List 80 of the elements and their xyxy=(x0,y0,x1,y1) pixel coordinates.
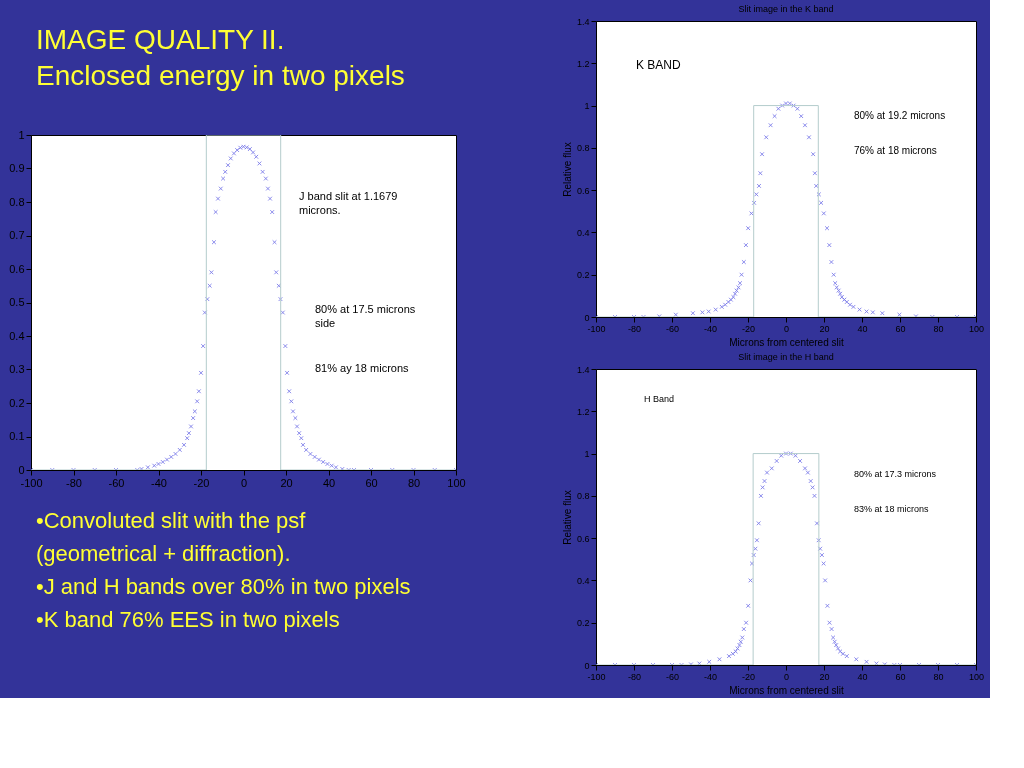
text: IMAGE QUALITY II. xyxy=(36,24,285,55)
annotation: 76% at 18 microns xyxy=(854,145,937,156)
y-tick-label: 1.2 xyxy=(576,58,590,69)
annotation: 80% at 19.2 microns xyxy=(854,110,946,121)
x-tick-label: -40 xyxy=(703,671,718,682)
x-tick-label: 20 xyxy=(819,671,830,682)
chart-title: Slit image in the K band xyxy=(738,4,834,14)
y-tick-label: 1 xyxy=(18,128,25,141)
x-tick-label: -80 xyxy=(627,323,642,334)
y-tick-label: 0.5 xyxy=(9,296,25,308)
x-tick-label: -20 xyxy=(741,671,756,682)
x-tick-label: -100 xyxy=(20,476,43,489)
x-tick-label: 80 xyxy=(407,476,421,489)
x-tick-label: 60 xyxy=(895,671,906,682)
y-tick-label: 1 xyxy=(584,101,590,112)
x-axis-title: Microns from centered slit xyxy=(729,336,844,348)
y-axis-title: Relative flux xyxy=(561,142,573,197)
x-tick-label: 40 xyxy=(322,476,336,489)
y-tick-label: 0 xyxy=(584,312,590,323)
y-tick-label: 0 xyxy=(18,463,25,476)
x-tick-label: -60 xyxy=(108,476,125,489)
x-tick-label: -80 xyxy=(627,671,642,682)
x-tick-label: -100 xyxy=(587,323,606,334)
y-tick-label: 0.3 xyxy=(9,363,25,375)
annotation: 81% ay 18 microns xyxy=(315,362,410,374)
text: •Convoluted slit with the psf (geometrical + diffraction). xyxy=(36,508,307,566)
x-tick-label: 60 xyxy=(365,476,378,489)
y-tick-label: 0.4 xyxy=(576,227,590,238)
y-tick-label: 1.2 xyxy=(576,406,590,417)
x-tick-label: 40 xyxy=(857,671,868,682)
text: •K band 76% EES in two pixels xyxy=(36,607,340,632)
x-tick-label: 0 xyxy=(240,476,248,489)
x-tick-label: 0 xyxy=(783,323,790,334)
x-tick-label: 20 xyxy=(280,476,293,489)
x-tick-label: -60 xyxy=(665,323,680,334)
y-tick-label: 0.8 xyxy=(576,491,590,502)
x-tick-label: 80 xyxy=(933,671,944,682)
x-tick-label: -100 xyxy=(587,671,606,682)
y-tick-label: 0 xyxy=(584,660,590,671)
y-tick-label: 0.2 xyxy=(576,618,590,629)
x-tick-label: 40 xyxy=(857,323,868,334)
x-tick-label: -40 xyxy=(703,323,718,334)
annotation: J band slit at 1.1679 microns. xyxy=(299,190,398,216)
y-tick-label: 1.4 xyxy=(576,16,590,27)
y-tick-label: 0.6 xyxy=(576,533,590,544)
text: Enclosed energy in two pixels xyxy=(36,60,405,91)
x-tick-label: -60 xyxy=(665,671,680,682)
y-tick-label: 0.4 xyxy=(9,329,25,342)
y-tick-label: 0.6 xyxy=(576,185,590,196)
annotation: K BAND xyxy=(636,58,682,72)
y-tick-label: 0.8 xyxy=(576,143,590,154)
x-tick-label: 100 xyxy=(447,476,466,489)
y-tick-label: 0.7 xyxy=(9,229,25,241)
y-axis-title: Relative flux xyxy=(561,490,573,545)
x-tick-label: -80 xyxy=(66,476,82,489)
y-tick-label: 0.2 xyxy=(576,270,590,281)
x-tick-label: 100 xyxy=(968,323,985,334)
chart-title: Slit image in the H band xyxy=(738,352,834,362)
y-tick-label: 0.1 xyxy=(9,430,25,442)
y-tick-label: 0.8 xyxy=(9,195,25,208)
y-tick-label: 1.4 xyxy=(576,364,590,375)
x-tick-label: 80 xyxy=(933,323,944,334)
x-axis-title: Microns from centered slit xyxy=(729,684,844,696)
x-tick-label: 60 xyxy=(895,323,906,334)
y-tick-label: 0.6 xyxy=(9,262,25,275)
x-tick-label: -20 xyxy=(193,476,210,489)
annotation: 80% at 17.5 microns side xyxy=(315,303,416,329)
x-tick-label: 100 xyxy=(968,671,985,682)
y-tick-label: 0.4 xyxy=(576,575,590,586)
x-tick-label: 20 xyxy=(819,323,830,334)
y-tick-label: 0.9 xyxy=(9,162,25,174)
x-tick-label: -20 xyxy=(741,323,756,334)
y-tick-label: 0.2 xyxy=(9,396,25,409)
annotation: 83% at 18 microns xyxy=(854,504,930,514)
text: •J and H bands over 80% in two pixels xyxy=(36,574,411,599)
annotation: 80% at 17.3 microns xyxy=(854,469,937,479)
x-tick-label: -40 xyxy=(151,476,167,489)
annotation: H Band xyxy=(644,394,675,404)
y-tick-label: 1 xyxy=(584,449,590,460)
x-tick-label: 0 xyxy=(783,671,790,682)
